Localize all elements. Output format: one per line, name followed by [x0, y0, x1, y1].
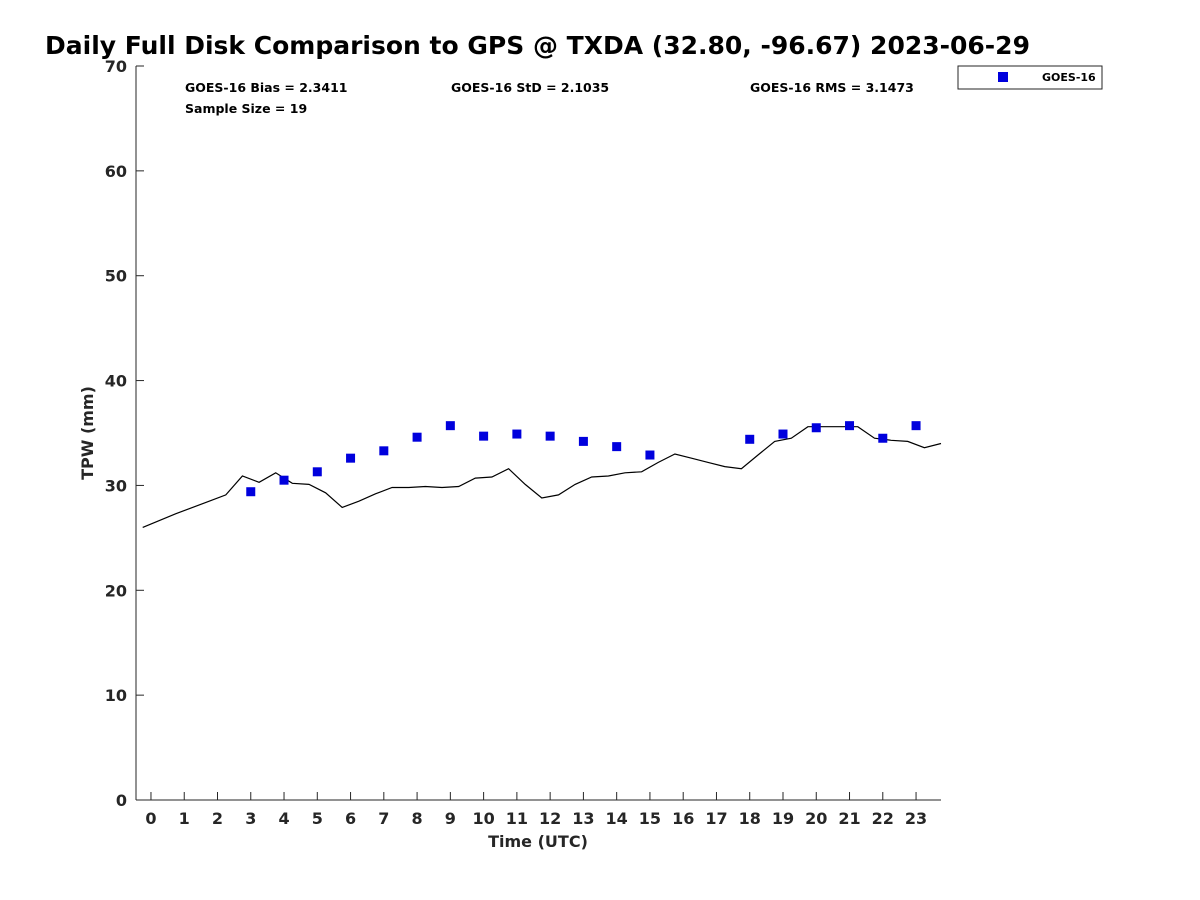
x-tick-label: 21: [838, 809, 860, 828]
goes16-point: [645, 450, 655, 460]
x-tick-label: 22: [872, 809, 894, 828]
goes16-point: [811, 423, 821, 433]
x-tick-label: 10: [472, 809, 494, 828]
goes16-point: [346, 453, 356, 463]
goes16-point-series: [246, 421, 921, 497]
x-tick-label: 2: [212, 809, 223, 828]
x-tick-label: 5: [312, 809, 323, 828]
goes16-point: [412, 432, 422, 442]
goes16-point: [312, 467, 322, 477]
goes16-point: [479, 431, 489, 441]
goes16-point: [911, 421, 921, 431]
x-tick-label: 13: [572, 809, 594, 828]
goes16-point: [246, 487, 256, 497]
plot-area: [135, 66, 941, 801]
chart-title: Daily Full Disk Comparison to GPS @ TXDA…: [45, 31, 1030, 60]
y-tick-label: 30: [105, 476, 127, 495]
x-tick-label: 14: [606, 809, 628, 828]
goes16-point: [279, 475, 289, 485]
x-tick-label: 20: [805, 809, 827, 828]
x-tick-label: 11: [506, 809, 528, 828]
goes16-point: [745, 434, 755, 444]
x-tick-label: 12: [539, 809, 561, 828]
legend: GOES-16: [957, 65, 1103, 90]
goes16-point: [512, 429, 522, 439]
gps-line-series: [142, 426, 942, 528]
y-axis-label: TPW (mm): [78, 386, 97, 480]
x-tick-label: 4: [278, 809, 289, 828]
goes16-point: [878, 433, 888, 443]
legend-marker: [998, 72, 1008, 82]
x-tick-label: 17: [705, 809, 727, 828]
x-axis-label: Time (UTC): [488, 832, 588, 851]
y-tick-label: 70: [105, 57, 127, 76]
x-tick-label: 15: [639, 809, 661, 828]
x-tick-label: 1: [179, 809, 190, 828]
legend-box: [957, 65, 1103, 90]
y-tick-label: 50: [105, 267, 127, 286]
y-tick-label: 60: [105, 162, 127, 181]
x-tick-label: 19: [772, 809, 794, 828]
gps-line: [142, 426, 942, 528]
x-tick-label: 18: [739, 809, 761, 828]
x-tick-label: 6: [345, 809, 356, 828]
goes16-point: [545, 431, 555, 441]
y-tick-label: 40: [105, 372, 127, 391]
y-ticks: 0 10 20 30 40 50 60 70: [105, 57, 144, 810]
std-stat: GOES-16 StD = 2.1035: [451, 80, 609, 95]
y-tick-label: 20: [105, 581, 127, 600]
goes16-point: [778, 429, 788, 439]
x-tick-label: 0: [145, 809, 156, 828]
x-tick-label: 8: [412, 809, 423, 828]
x-tick-label: 23: [905, 809, 927, 828]
goes16-point: [578, 436, 588, 446]
x-tick-label: 7: [378, 809, 389, 828]
x-tick-label: 3: [245, 809, 256, 828]
y-tick-label: 10: [105, 686, 127, 705]
goes16-point: [612, 442, 622, 452]
bias-stat: GOES-16 Bias = 2.3411: [185, 80, 347, 95]
x-tick-label: 16: [672, 809, 694, 828]
y-tick-label: 0: [116, 791, 127, 810]
sample-size-stat: Sample Size = 19: [185, 101, 307, 116]
x-ticks: 0 1 2 3 4 5 6 7 8 9 10 11 12 13 14 15 16 17 18 19 20 21 22 23: [145, 792, 927, 828]
rms-stat: GOES-16 RMS = 3.1473: [750, 80, 914, 95]
goes16-point: [845, 421, 855, 431]
goes16-point: [379, 446, 389, 456]
goes16-point: [445, 421, 455, 431]
x-tick-label: 9: [445, 809, 456, 828]
legend-label: GOES-16: [1042, 71, 1096, 84]
